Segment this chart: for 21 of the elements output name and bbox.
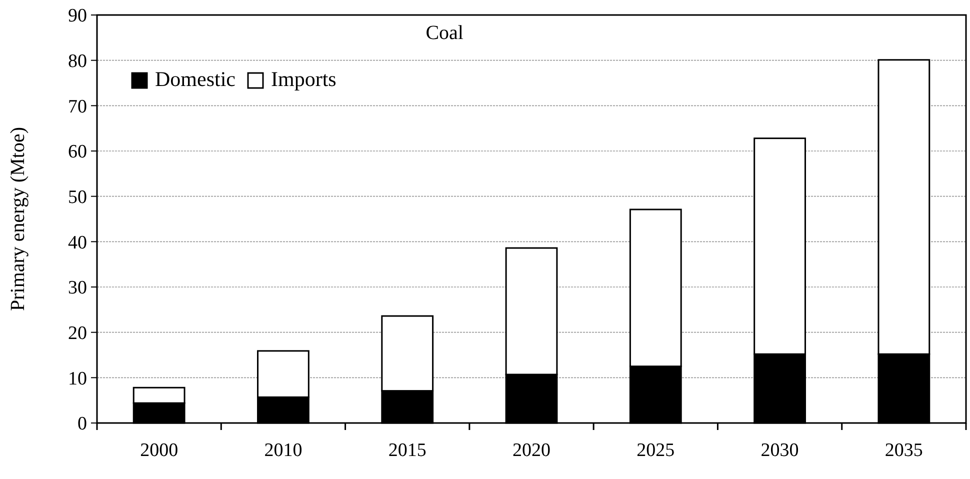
x-tick-label: 2035	[884, 440, 923, 461]
y-tick-label: 50	[68, 186, 87, 208]
legend-label: Domestic	[155, 67, 236, 91]
x-tick-label: 2025	[636, 440, 675, 461]
x-tick-label: 2030	[760, 440, 799, 461]
y-tick-label: 10	[68, 368, 87, 390]
y-axis-title: Primary energy (Mtoe)	[7, 126, 29, 312]
y-tick-label: 20	[68, 322, 87, 344]
x-tick-label: 2010	[264, 440, 302, 461]
x-tick-label: 2000	[140, 440, 178, 461]
y-tick-label: 70	[68, 96, 87, 118]
y-tick-label: 30	[68, 278, 87, 299]
y-tick-label: 0	[78, 414, 87, 435]
y-tick-label: 60	[68, 142, 87, 163]
y-tick-label: 90	[68, 6, 87, 27]
chart-title: Coal	[426, 22, 464, 44]
x-tick-label: 2015	[388, 440, 426, 461]
x-tick-label: 2020	[512, 440, 550, 461]
y-tick-label: 80	[68, 50, 87, 72]
y-tick-label: 40	[68, 232, 87, 254]
legend-label: Imports	[271, 67, 336, 91]
